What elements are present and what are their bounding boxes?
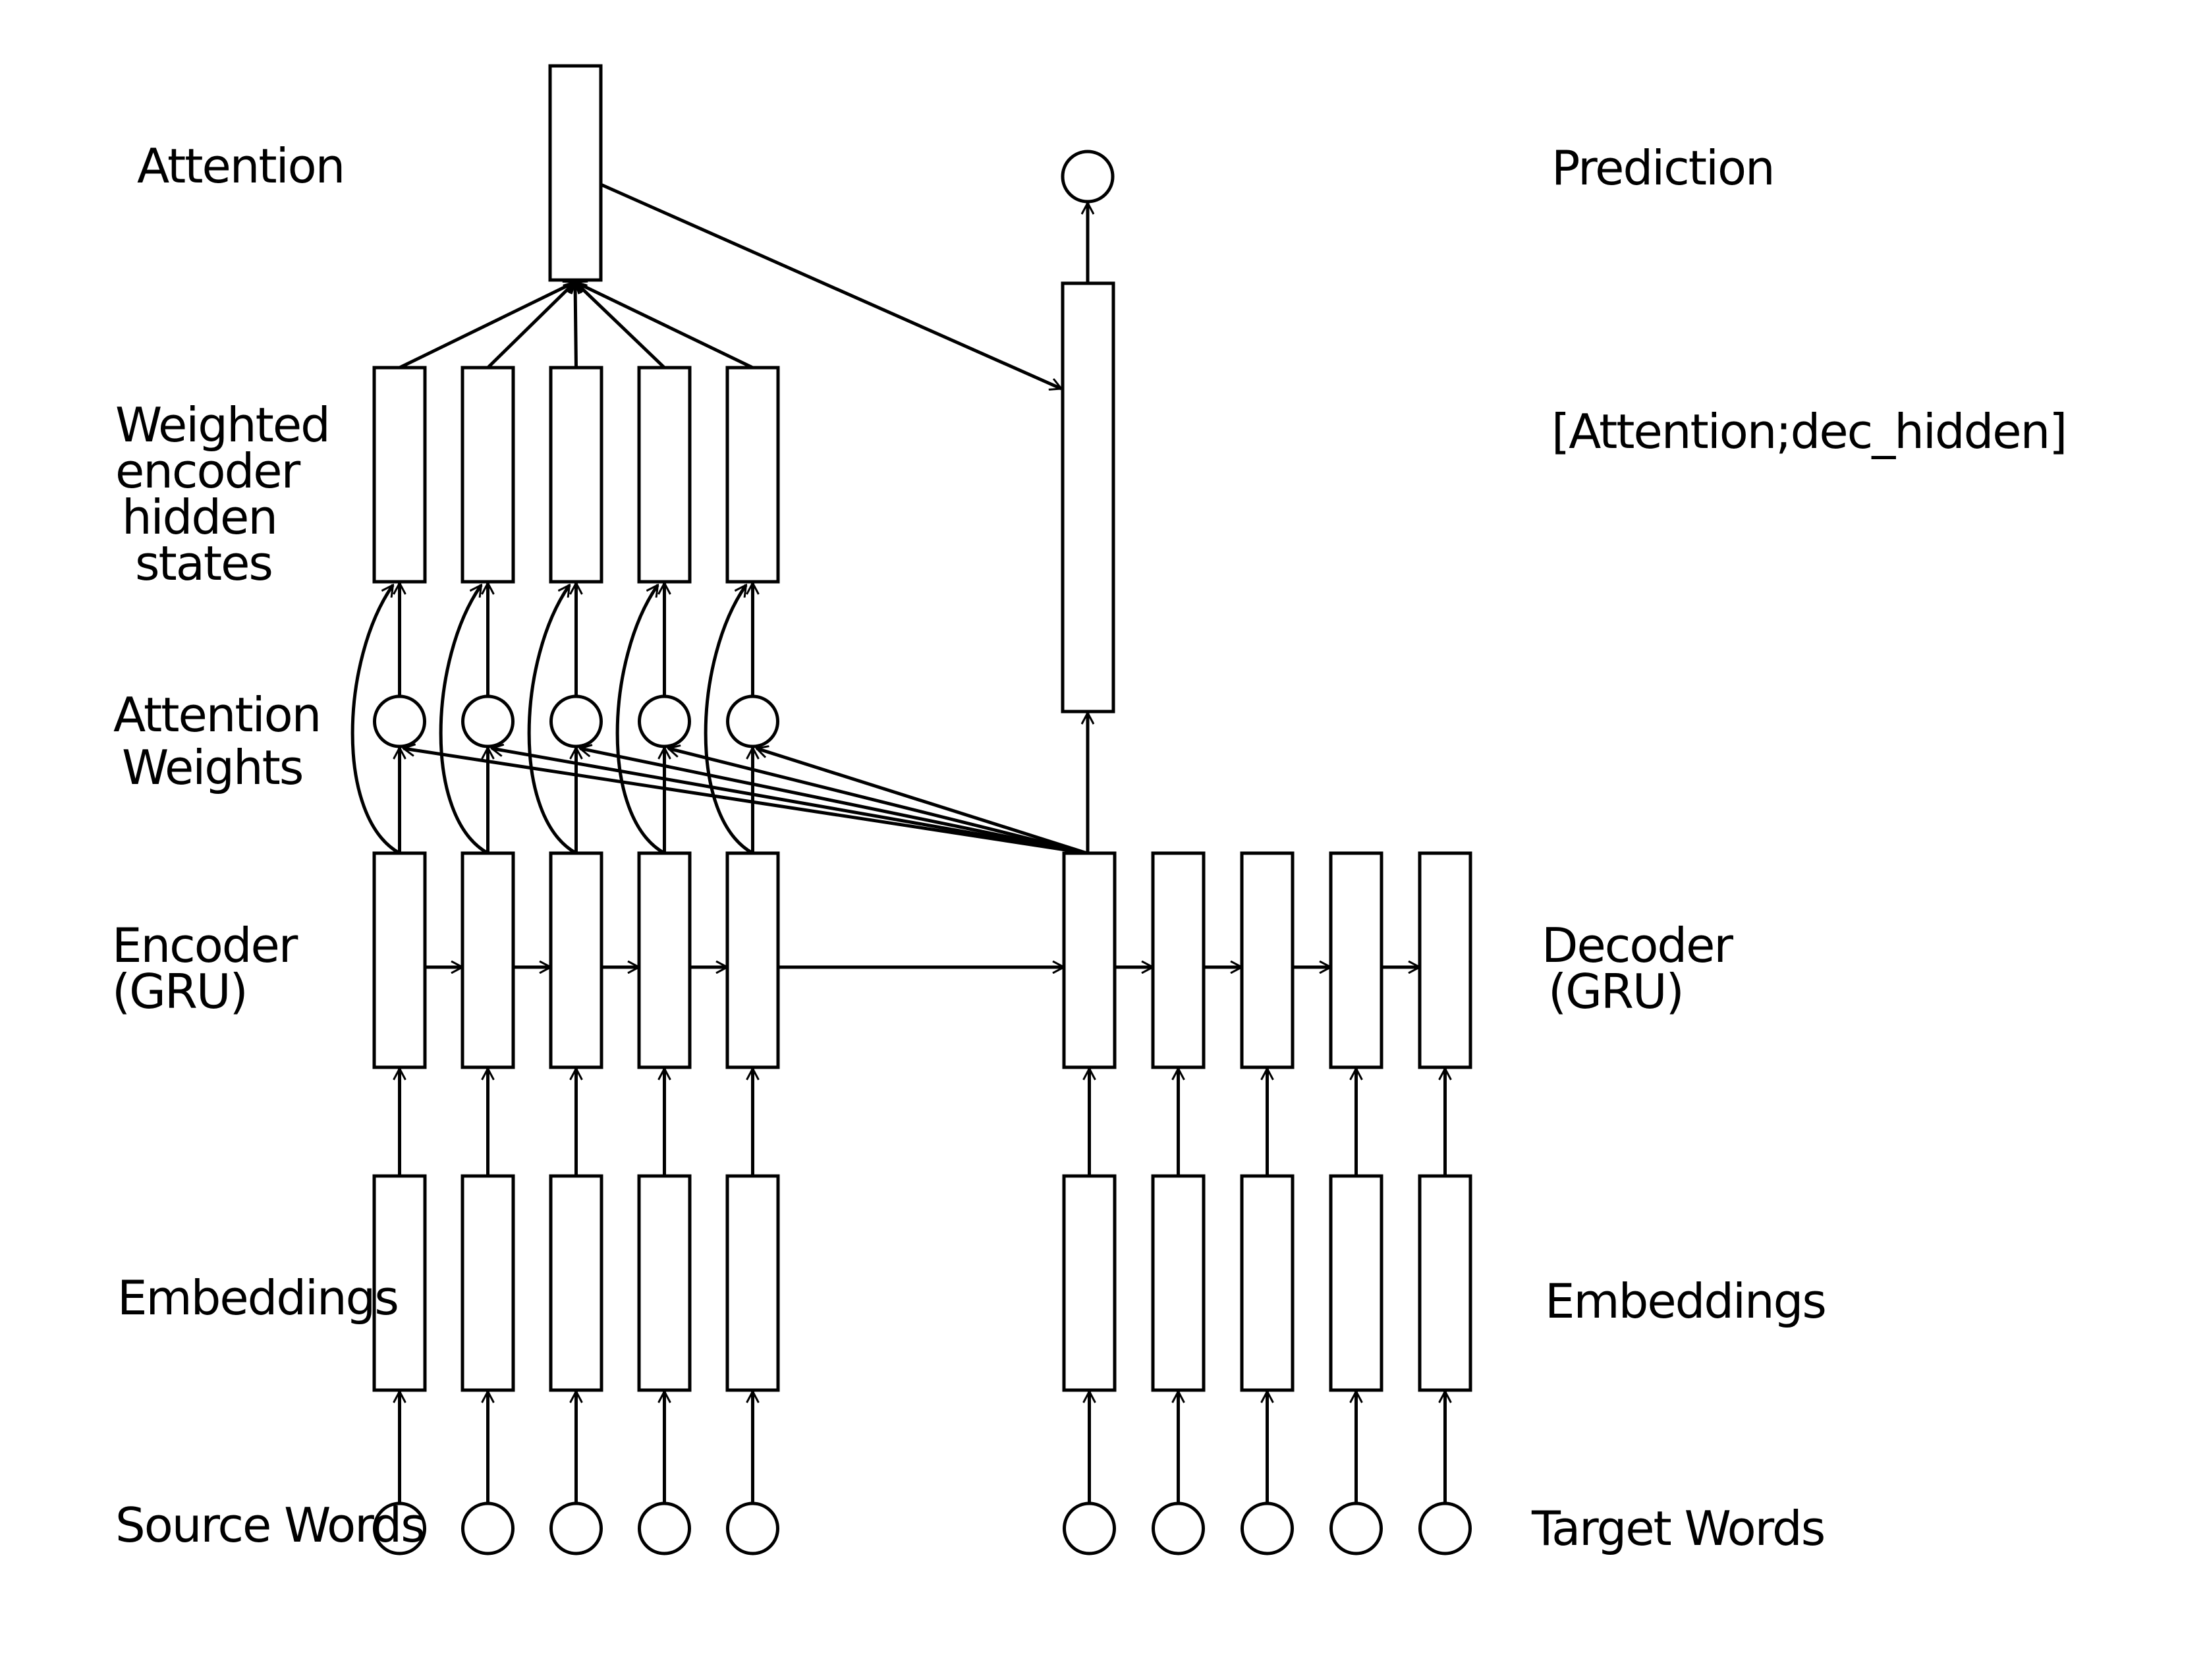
source-embedding-block — [637, 1174, 692, 1392]
concat-block — [1061, 281, 1115, 714]
diagram-edges — [350, 182, 1445, 1503]
weighted-state-block — [372, 366, 427, 584]
weighted-to-attention-arrow — [486, 282, 576, 369]
diagram-shapes — [372, 64, 1472, 1555]
target-embedding-block — [1062, 1174, 1117, 1392]
decoder-to-weight-arrow — [404, 748, 1088, 855]
target-embedding-block — [1240, 1174, 1295, 1392]
label-attention-weights: Attention Weights — [113, 687, 334, 795]
attention-weight-node — [726, 694, 779, 748]
source-embedding-block — [461, 1174, 515, 1392]
decoder-to-weight-arrow — [669, 748, 1088, 855]
source-embedding-block — [372, 1174, 427, 1392]
target-embedding-block — [1329, 1174, 1383, 1392]
target-word-node — [1152, 1501, 1205, 1555]
encoder-to-weighted-curve — [704, 585, 754, 855]
source-embedding-block — [549, 1174, 603, 1392]
weighted-state-block — [461, 366, 515, 584]
source-word-node — [726, 1501, 779, 1555]
label-source-words: Source Words — [115, 1498, 424, 1553]
encoder-block — [372, 851, 427, 1069]
source-word-node — [638, 1501, 691, 1555]
encoder-block — [461, 851, 515, 1069]
weighted-to-attention-arrow — [399, 280, 576, 370]
label-encoder: Encoder (GRU) — [112, 918, 310, 1019]
encoder-to-weighted-curve — [615, 585, 665, 855]
label-weighted-states: Weighted encoder hidden states — [115, 397, 343, 591]
decoder-to-weight-arrow — [580, 748, 1088, 855]
target-word-node — [1063, 1501, 1116, 1555]
target-word-node — [1329, 1501, 1383, 1555]
encoder-to-weighted-curve — [439, 585, 489, 855]
attention-weight-node — [373, 694, 426, 748]
weighted-to-attention-arrow — [575, 282, 576, 368]
decoder-block — [1329, 851, 1383, 1069]
prediction-node — [1061, 150, 1115, 204]
weighted-state-block — [637, 366, 692, 584]
attention-vector-block — [548, 64, 603, 282]
attention-weight-node — [549, 694, 603, 748]
left-labels: Attention Weighted encoder hidden states… — [112, 138, 426, 1553]
encoder-to-weighted-curve — [350, 585, 401, 855]
decoder-to-weight-arrow — [492, 748, 1088, 855]
decoder-to-weight-arrow — [757, 748, 1088, 855]
target-word-node — [1241, 1501, 1294, 1555]
attention-to-concat-arrow — [600, 182, 1061, 389]
label-target-words: Target Words — [1531, 1501, 1824, 1556]
source-word-node — [373, 1501, 426, 1555]
source-embedding-block — [725, 1174, 780, 1392]
label-target-embeddings: Embeddings — [1545, 1274, 1826, 1329]
weighted-state-block — [725, 366, 780, 584]
weighted-state-block — [549, 366, 603, 584]
target-embedding-block — [1151, 1174, 1206, 1392]
decoder-block — [1151, 851, 1206, 1069]
target-word-node — [1418, 1501, 1472, 1555]
weighted-to-attention-arrow — [575, 280, 754, 370]
decoder-block — [1418, 851, 1472, 1069]
encoder-block — [549, 851, 603, 1069]
decoder-block — [1240, 851, 1295, 1069]
encoder-block — [637, 851, 692, 1069]
encoder-to-weighted-curve — [527, 585, 577, 855]
label-attention: Attention — [137, 138, 344, 194]
label-prediction: Prediction — [1551, 140, 1774, 196]
source-word-node — [461, 1501, 515, 1555]
label-decoder: Decoder (GRU) — [1542, 918, 1746, 1019]
encoder-block — [725, 851, 780, 1069]
attention-weight-node — [638, 694, 691, 748]
target-embedding-block — [1418, 1174, 1472, 1392]
label-concat: [Attention;dec_hidden] — [1551, 404, 2066, 459]
label-source-embeddings: Embeddings — [117, 1270, 398, 1326]
decoder-block — [1062, 851, 1117, 1069]
source-word-node — [549, 1501, 603, 1555]
attention-weight-node — [461, 694, 515, 748]
weighted-to-attention-arrow — [575, 282, 666, 369]
right-labels: Prediction [Attention;dec_hidden] Decode… — [1531, 140, 2067, 1556]
